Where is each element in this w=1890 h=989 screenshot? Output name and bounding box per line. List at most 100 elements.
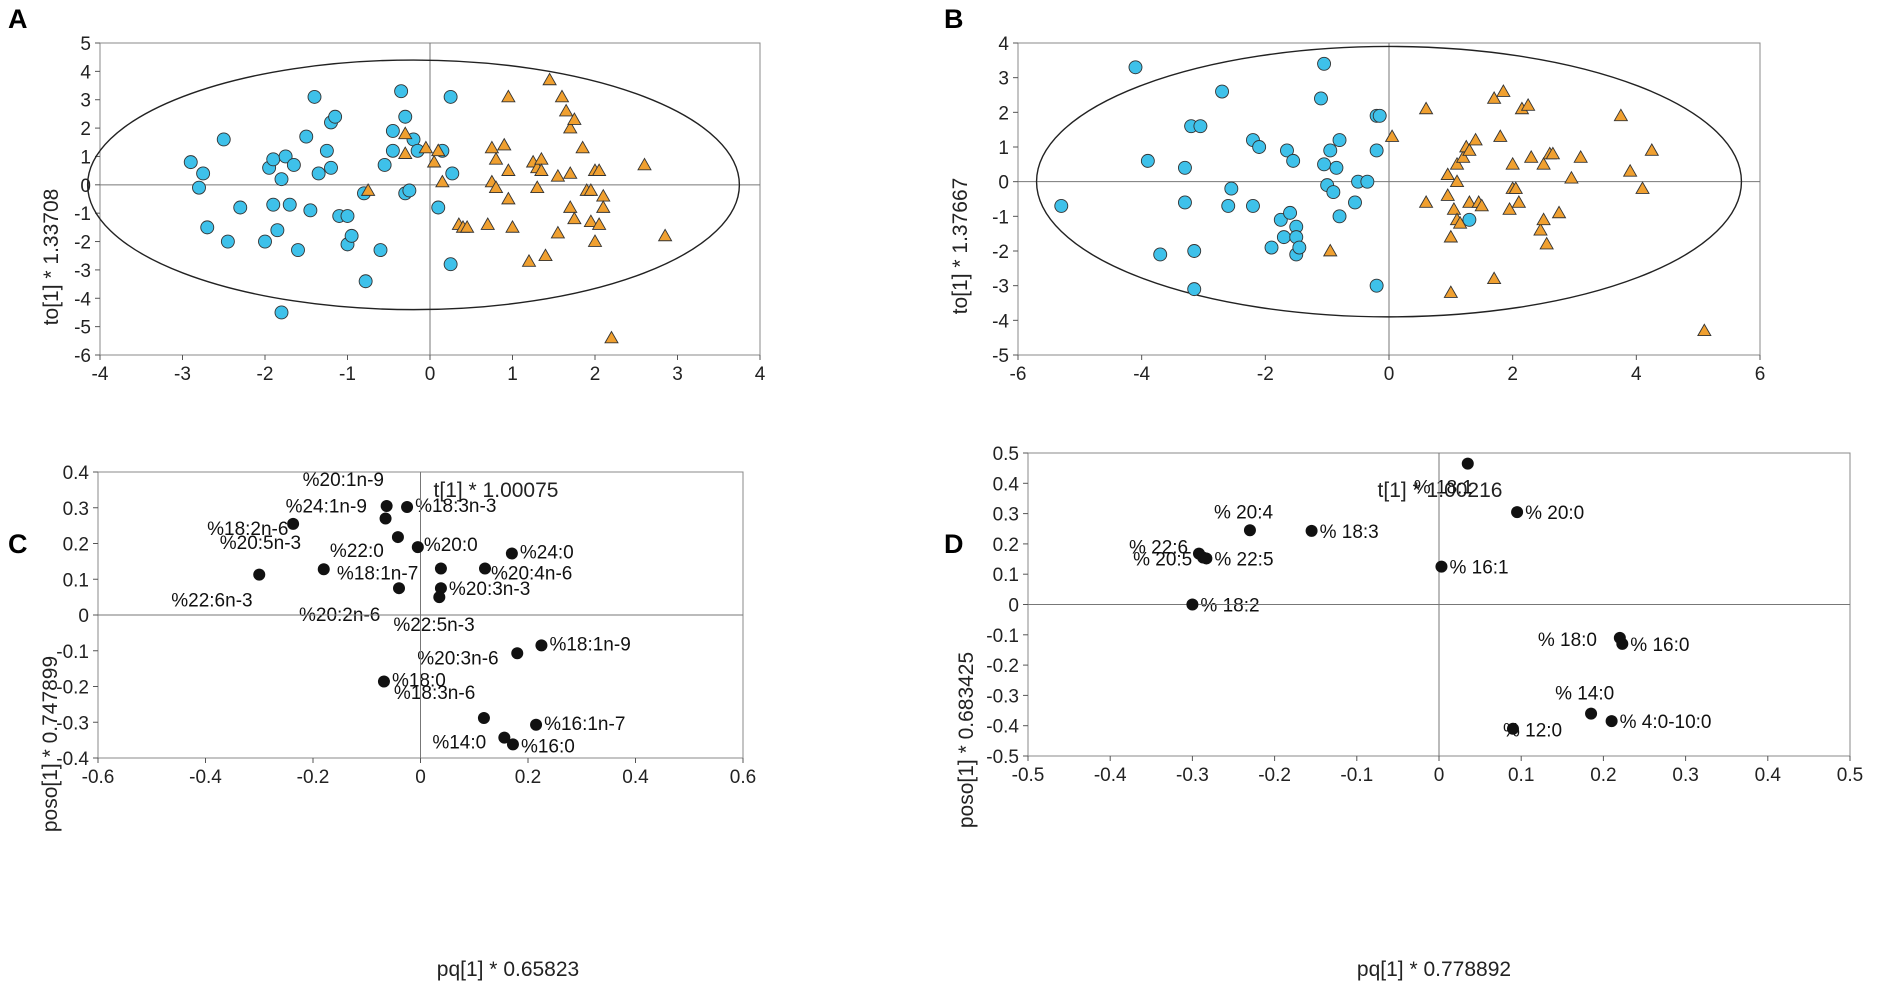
panel-a-triangle-point bbox=[575, 140, 590, 154]
panel-d-x-tick-label: -0.1 bbox=[1340, 765, 1373, 786]
panel-a-x-tick-label: 1 bbox=[507, 364, 518, 385]
panel-b-circle-point bbox=[1369, 278, 1384, 293]
panel-b-circle-point bbox=[1317, 56, 1332, 71]
panel-a-triangle-point bbox=[418, 140, 434, 154]
panel-b-circle-point bbox=[1221, 198, 1236, 213]
panel-d-y-tick-label: -0.1 bbox=[986, 626, 1019, 647]
panel-c-loading-point bbox=[530, 718, 543, 731]
panel-c-loading-point bbox=[477, 711, 490, 724]
panel-c-loading-plot: C %20:1n-9 %18:3n-3 %24:1n-9%18:2n-6 %22:0%… bbox=[8, 463, 756, 981]
panel-d-x-tick-label: 0 bbox=[1434, 765, 1445, 786]
panel-b-confidence-ellipse bbox=[1035, 45, 1743, 318]
panel-b-circle-point bbox=[1360, 174, 1375, 189]
panel-c-y-tick-label: 0 bbox=[78, 606, 89, 627]
panel-d-loading-point bbox=[1511, 506, 1524, 519]
panel-a-x-axis-label: t[1] * 1.00075 bbox=[434, 479, 559, 502]
panel-b-triangle-point bbox=[1449, 174, 1465, 187]
panel-b-triangle-point bbox=[1322, 243, 1338, 257]
panel-c-loading-point bbox=[506, 738, 519, 751]
panel-b-triangle-point bbox=[1462, 195, 1477, 208]
panel-c-loading-point bbox=[377, 675, 390, 688]
panel-a-triangle-point bbox=[562, 120, 578, 134]
panel-b-triangle-point bbox=[1622, 163, 1638, 177]
panel-b-triangle-point bbox=[1635, 181, 1650, 194]
panel-d-loading-label: % 22:6 bbox=[1129, 538, 1188, 559]
panel-c-loading-label: %24:0 bbox=[520, 543, 574, 564]
panel-b-circle-point bbox=[1332, 133, 1347, 148]
panel-a-circle-point bbox=[377, 158, 392, 172]
panel-b-x-tick-label: 2 bbox=[1507, 364, 1518, 385]
panel-a-circle-point bbox=[270, 223, 285, 238]
panel-c-loading-point bbox=[393, 582, 405, 595]
panel-d-loading-label: % 20:5 bbox=[1133, 550, 1192, 571]
panel-a-circle-point bbox=[319, 143, 334, 158]
panel-d-loading-label: % 20:0 bbox=[1525, 503, 1584, 524]
panel-c-loading-point bbox=[317, 563, 330, 576]
panel-b-triangle-point bbox=[1536, 212, 1551, 226]
panel-b-circle-point bbox=[1326, 185, 1341, 200]
panel-a-triangle-point bbox=[595, 200, 611, 213]
panel-a-triangle-point bbox=[501, 163, 516, 176]
panel-b-triangle-point bbox=[1443, 229, 1459, 243]
panel-c-loading-label: %18:0 bbox=[392, 670, 446, 691]
panel-c-x-tick-label: -0.4 bbox=[189, 767, 222, 788]
panel-b-triangle-point bbox=[1384, 129, 1400, 142]
panel-d-x-tick-label: 0.3 bbox=[1672, 765, 1698, 786]
panel-b-circle-point bbox=[1153, 247, 1168, 262]
panel-a-triangle-point bbox=[397, 126, 413, 140]
panel-c-loading-point bbox=[479, 562, 491, 575]
panel-a-x-tick-label: 3 bbox=[672, 364, 683, 385]
panel-c-loading-label: %16:1n-7 bbox=[544, 714, 625, 735]
panel-a-triangle-point bbox=[501, 191, 516, 205]
panel-d-loading-point bbox=[1616, 637, 1629, 650]
panel-b-triangle-point bbox=[1418, 195, 1434, 208]
panel-d-loading-label: % 18:1 bbox=[1414, 478, 1473, 499]
panel-d-loading-label: % 18:0 bbox=[1538, 630, 1597, 651]
panel-c-loading-point bbox=[505, 547, 518, 560]
panel-a-circle-point bbox=[274, 172, 289, 187]
panel-b-circle-point bbox=[1372, 108, 1387, 123]
panel-b-circle-point bbox=[1193, 119, 1208, 134]
panel-c-loading-label: %18:3n-6 bbox=[394, 683, 475, 704]
panel-b-circle-point bbox=[1280, 143, 1294, 158]
panel-a-y-tick-label: 5 bbox=[80, 34, 91, 55]
panel-a-triangle-point bbox=[488, 151, 504, 165]
panel-c-loading-point bbox=[391, 531, 404, 544]
panel-a-letter: A bbox=[8, 4, 28, 34]
panel-c-y-tick-label: -0.1 bbox=[56, 642, 89, 663]
panel-a-circle-point bbox=[274, 305, 289, 320]
panel-b-score-plot: B t[1] * 1.00216 to[1] * 1.37667 -6 -4 -2 0… bbox=[944, 4, 1765, 502]
panel-d-loading-point bbox=[1200, 552, 1213, 565]
panel-a-circle-point bbox=[299, 129, 314, 144]
panel-b-triangle-point bbox=[1462, 143, 1477, 156]
panel-c-loading-point bbox=[434, 562, 447, 575]
panel-c-y-tick-label: -0.3 bbox=[56, 713, 89, 734]
panel-a-circle-point bbox=[398, 109, 413, 124]
panel-b-y-tick-label: 0 bbox=[998, 173, 1009, 194]
panel-a-triangle-point bbox=[435, 174, 450, 188]
panel-b-triangle-point bbox=[1539, 236, 1554, 250]
panel-d-x-tick-label: -0.4 bbox=[1094, 765, 1127, 786]
panel-a-triangle-point bbox=[488, 180, 504, 193]
panel-c-y-tick-label: 0.2 bbox=[63, 535, 89, 556]
panel-a-triangle-point bbox=[637, 157, 652, 171]
panel-c-loading-label: %20:3n-6 bbox=[417, 648, 498, 669]
panel-b-y-tick-label: -4 bbox=[992, 311, 1009, 332]
panel-a-circle-point bbox=[358, 274, 373, 289]
panel-d-y-tick-label: 0.3 bbox=[993, 505, 1019, 526]
panel-a-circle-point bbox=[402, 183, 417, 198]
panel-c-loading-point bbox=[511, 647, 524, 660]
panel-d-loading-point bbox=[1585, 707, 1598, 720]
panel-b-y-tick-label: 1 bbox=[998, 138, 1009, 159]
panel-b-triangle-point bbox=[1520, 97, 1536, 111]
panel-b-triangle-point bbox=[1564, 170, 1579, 184]
panel-b-circle-point bbox=[1369, 143, 1384, 158]
panel-b-triangle-point bbox=[1573, 149, 1588, 163]
panel-d-loading-point bbox=[1435, 560, 1448, 573]
panel-b-triangle-point bbox=[1486, 271, 1502, 285]
panel-b-triangle-point bbox=[1613, 108, 1629, 122]
panel-b-triangle-point bbox=[1455, 149, 1471, 163]
panel-b-y-tick-label: 3 bbox=[998, 69, 1009, 90]
panel-a-circle-point bbox=[200, 220, 215, 235]
